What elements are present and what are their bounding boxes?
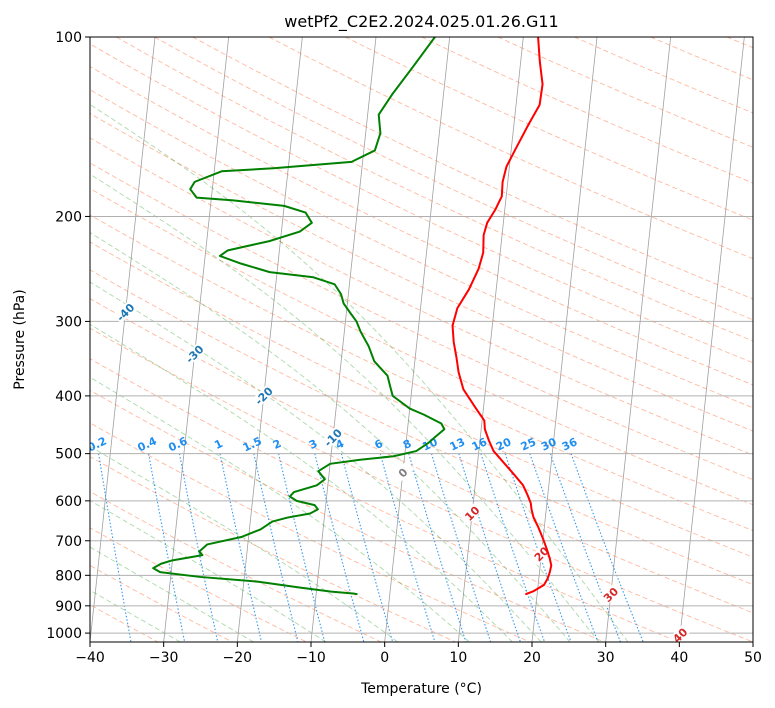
isotherm-label-bg [113, 300, 137, 324]
dry-adiabat-line [192, 37, 753, 300]
dry-adiabat-line [497, 37, 753, 148]
dry-adiabat-line [268, 37, 753, 260]
dry-adiabat-line [90, 89, 753, 409]
dry-adiabat-line [90, 137, 753, 456]
x-tick-label: 0 [380, 650, 389, 666]
x-tick-label: 40 [670, 650, 688, 666]
y-tick-label: 400 [55, 389, 82, 405]
y-tick-label: 300 [55, 314, 82, 330]
plot-frame [89, 36, 754, 643]
isotherm-label-bg [598, 582, 623, 606]
y-axis-label: Pressure (hPa) [12, 289, 28, 389]
plot-area: 0.10.20.40.611.52346810131620253036-100-… [90, 37, 753, 642]
moist-adiabat-line [90, 232, 571, 642]
mixing-ratio-label: 25 [519, 435, 538, 453]
dry-adiabat-line [90, 66, 753, 386]
x-tick-label: −10 [296, 650, 326, 666]
y-axis: 100 200 300 400 500 600 700 800 900 1000 [46, 30, 90, 642]
dewpoint-profile-line [152, 37, 446, 596]
x-tick-label: 30 [597, 650, 615, 666]
x-tick-label: 20 [523, 650, 541, 666]
isotherm-label-bg [251, 383, 276, 408]
y-tick-label: 200 [55, 209, 82, 225]
mixing-ratio-line [458, 453, 521, 642]
temperature-profile-line [451, 37, 553, 596]
mixing-ratio-line [379, 453, 436, 642]
pressure-grid [90, 37, 753, 634]
y-tick-label: 500 [55, 447, 82, 463]
x-tick-label: −30 [149, 650, 179, 666]
mixing-ratio-label: 30 [539, 435, 559, 453]
mixing-ratio-line [253, 453, 299, 642]
mixing-ratio-line [278, 453, 326, 642]
mixing-ratio-label: 16 [470, 435, 490, 453]
dry-adiabat-line [116, 37, 753, 342]
mixing-ratio-line [148, 453, 186, 642]
dry-adiabat-line [421, 37, 753, 184]
mixing-ratio-label: 10 [420, 435, 440, 453]
x-axis: −40 −30 −20 −10 0 10 20 30 40 50 [75, 642, 762, 666]
moist-adiabat-line [90, 376, 470, 642]
sounding-series [152, 37, 553, 596]
x-axis-label: Temperature (°C) [360, 681, 482, 697]
y-tick-label: 800 [55, 568, 82, 584]
mixing-ratio-label: 13 [448, 435, 467, 453]
isotherm-label-bg [668, 623, 692, 642]
dry-adiabat-line [345, 37, 753, 221]
y-tick-label: 900 [55, 599, 82, 615]
moist-adiabat-line [90, 546, 254, 642]
mixing-ratio-label: 36 [560, 435, 580, 453]
mixing-ratio-line [504, 453, 572, 642]
y-tick-label: 700 [55, 534, 82, 550]
isotherm-label-bg [182, 342, 206, 366]
x-tick-label: −20 [223, 650, 253, 666]
mixing-ratio-line [480, 453, 546, 642]
mixing-ratio-line [219, 453, 263, 642]
mixing-ratio-line [178, 453, 219, 642]
mixing-ratio-line [430, 453, 492, 642]
y-tick-label: 100 [55, 30, 82, 46]
x-tick-label: −40 [75, 650, 105, 666]
x-tick-label: 50 [744, 650, 762, 666]
dry-adiabat-line [90, 112, 753, 432]
y-tick-label: 1000 [46, 626, 82, 642]
mixing-ratio-line [408, 453, 467, 642]
mixing-ratio-label: 20 [494, 435, 514, 453]
dry-adiabat-line [90, 214, 753, 532]
moist-adiabat-line [90, 445, 398, 642]
dry-adiabat-line [90, 188, 753, 506]
y-tick-label: 600 [55, 494, 82, 510]
mixing-ratio-lines [98, 453, 644, 642]
mixing-ratio-line [98, 453, 132, 642]
moist-adiabat-line [90, 281, 542, 642]
moist-adiabat-line [90, 323, 513, 642]
moist-adiabat-lines [90, 103, 629, 642]
isotherm-label-bg [320, 425, 345, 449]
chart-title: wetPf2_C2E2.2024.025.01.26.G11 [284, 12, 558, 32]
moist-adiabat-line [90, 173, 600, 642]
dry-adiabat-line [90, 43, 753, 364]
dry-adiabat-line [154, 37, 753, 321]
isotherm-label-bg [460, 501, 484, 525]
mixing-ratio-line [340, 453, 394, 642]
x-tick-label: 10 [449, 650, 467, 666]
isotherm-label-bg [390, 460, 415, 485]
mixing-ratio-line [314, 453, 365, 642]
